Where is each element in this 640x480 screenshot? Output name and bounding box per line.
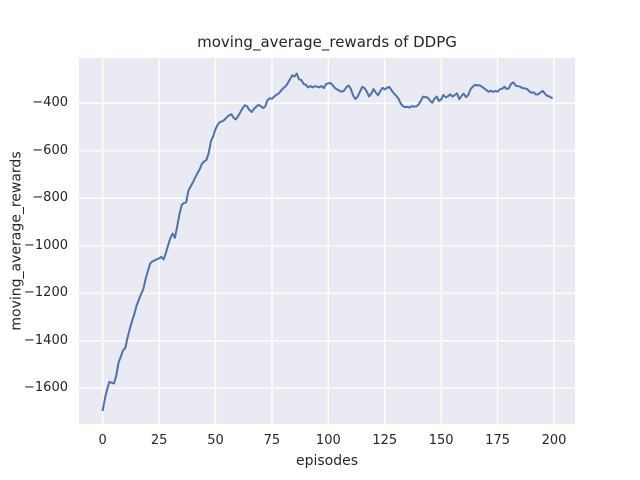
x-tick-label: 0: [98, 433, 107, 448]
x-tick-label: 50: [207, 433, 224, 448]
y-tick-label: −1200: [24, 285, 68, 301]
y-tick-label: −1600: [24, 380, 68, 396]
x-tick-label: 125: [372, 433, 398, 448]
x-tick-label: 175: [485, 433, 511, 448]
x-axis-label: episodes: [295, 453, 359, 469]
x-tick-label: 25: [150, 433, 168, 448]
line-chart-svg: [79, 58, 575, 424]
y-axis-label: moving_average_rewards: [8, 151, 25, 331]
y-tick-label: −600: [32, 142, 68, 158]
y-tick-label: −800: [32, 190, 68, 206]
x-tick-label: 100: [315, 433, 341, 448]
x-tick-label: 150: [428, 433, 454, 448]
x-tick-label: 75: [263, 433, 281, 448]
chart-title: moving_average_rewards of DDPG: [197, 33, 457, 51]
y-tick-label: −1000: [24, 237, 68, 253]
series-line-moving_average_rewards: [101, 72, 553, 412]
x-tick-label: 200: [541, 433, 567, 448]
plot-area: [79, 58, 575, 424]
y-tick-label: −400: [32, 95, 68, 111]
y-tick-label: −1400: [24, 332, 68, 348]
